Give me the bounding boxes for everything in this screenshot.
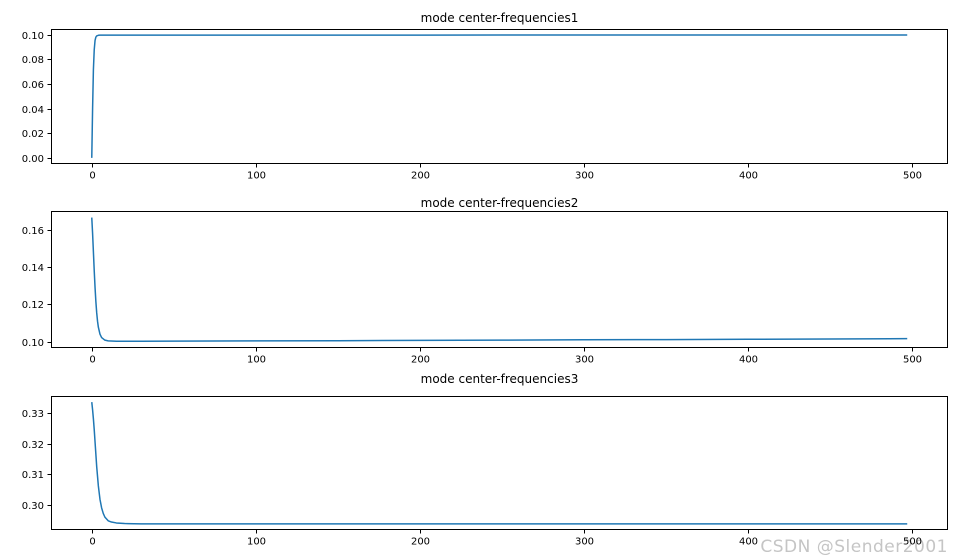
- y-tick-label: 0.04: [22, 105, 44, 116]
- x-tick-label: 400: [739, 355, 758, 366]
- axes-frame: [51, 29, 948, 164]
- x-tick-label: 100: [247, 355, 266, 366]
- x-tick-label: 0: [89, 171, 95, 182]
- y-tick-label: 0.10: [22, 31, 44, 42]
- subplot-3: 0 100 200 300 400 500 0.30 0.31 0.32 0.33: [22, 396, 948, 548]
- center-frequency-line: [91, 217, 908, 343]
- subplot-2: 0 100 200 300 400 500 0.10 0.12 0.14 0.16: [22, 211, 948, 366]
- x-tick-label: 100: [247, 537, 266, 548]
- chart-title-3: mode center-frequencies3: [420, 372, 579, 386]
- y-tick-label: 0.33: [22, 409, 44, 420]
- center-frequency-line: [91, 34, 908, 158]
- y-tick-label: 0.30: [22, 501, 44, 512]
- y-tick-label: 0.14: [22, 263, 44, 274]
- y-tick-label: 0.02: [22, 129, 44, 140]
- x-tick-label: 100: [247, 171, 266, 182]
- axes-frame: [51, 396, 948, 530]
- x-tick-label: 300: [575, 171, 594, 182]
- x-tick-label: 500: [903, 171, 922, 182]
- y-tick-label: 0.32: [22, 440, 44, 451]
- x-tick-label: 0: [89, 537, 95, 548]
- x-tick-label: 200: [411, 537, 430, 548]
- x-tick-label: 200: [411, 171, 430, 182]
- x-tick-label: 500: [903, 355, 922, 366]
- x-tick-label: 500: [903, 537, 922, 548]
- y-tick-label: 0.08: [22, 55, 44, 66]
- chart-title-2: mode center-frequencies2: [420, 196, 579, 210]
- csdn-watermark: CSDN @Slender2001: [760, 537, 948, 557]
- x-tick-label: 200: [411, 355, 430, 366]
- x-tick-label: 300: [575, 355, 594, 366]
- y-tick-label: 0.31: [22, 470, 44, 481]
- y-tick-label: 0.00: [22, 154, 44, 165]
- y-tick-label: 0.06: [22, 80, 44, 91]
- center-frequency-line: [91, 402, 908, 525]
- y-tick-label: 0.12: [22, 300, 44, 311]
- subplot-1: 0 100 200 300 400 500 0.00 0.02 0.04 0.06 0.08 0.10: [22, 29, 948, 182]
- y-tick-label: 0.10: [22, 338, 44, 349]
- x-tick-label: 300: [575, 537, 594, 548]
- x-tick-label: 400: [739, 171, 758, 182]
- chart-title-1: mode center-frequencies1: [420, 11, 579, 25]
- x-tick-label: 0: [89, 355, 95, 366]
- axes-frame: [51, 211, 948, 348]
- y-tick-label: 0.16: [22, 226, 44, 237]
- x-tick-label: 400: [739, 537, 758, 548]
